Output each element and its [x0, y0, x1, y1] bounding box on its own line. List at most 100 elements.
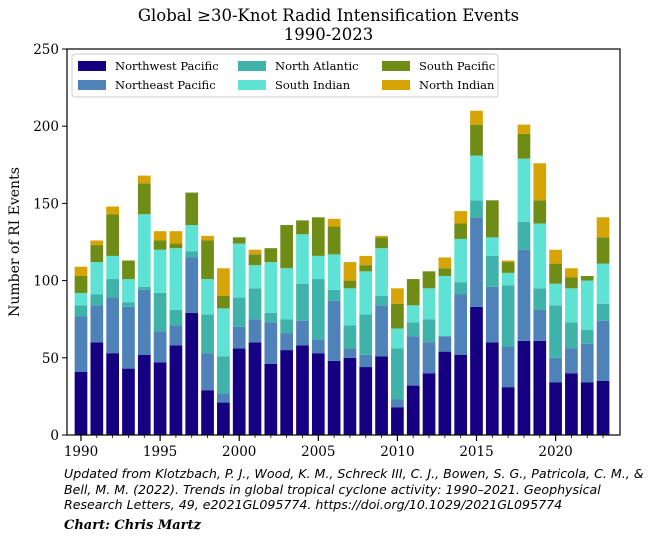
bar-segment [406, 305, 420, 323]
bar-segment [217, 393, 230, 403]
bar-segment [422, 271, 436, 289]
bar-segment [296, 283, 309, 321]
bar-segment [280, 319, 294, 334]
legend-label: North Atlantic [275, 59, 359, 73]
bar-segment [359, 367, 373, 435]
bar-segment [596, 237, 610, 264]
bar-segment [422, 288, 436, 320]
bar-segment [296, 234, 309, 284]
bar-segment [217, 308, 230, 357]
bar-segment [596, 320, 610, 381]
bar-segment [454, 211, 468, 224]
bar-segment [517, 249, 531, 341]
bar-segment [359, 354, 373, 368]
bar-segment [106, 206, 119, 215]
bar-segment [122, 279, 135, 303]
bar-segment [391, 288, 404, 304]
bar-segment [375, 296, 388, 306]
bar-segment [327, 360, 341, 435]
legend-label: Northwest Pacific [115, 59, 219, 73]
bar-segment [485, 237, 499, 256]
bar-segment [217, 402, 230, 435]
bar-segment [343, 262, 357, 281]
bar-segment [485, 342, 499, 435]
bar-segment [74, 371, 88, 435]
legend-label: South Indian [275, 78, 351, 92]
bar-segment [533, 223, 547, 289]
bar-segment [106, 297, 119, 354]
bar-segment [74, 292, 88, 306]
bar-segment [153, 331, 167, 363]
bar-segment [169, 309, 183, 326]
bar-segment [248, 254, 262, 266]
bar-segment [137, 354, 151, 435]
bar-segment [122, 368, 135, 435]
bar-segment [153, 240, 167, 250]
bar-segment [296, 345, 309, 435]
bar-segment [280, 333, 294, 351]
bar-segment [470, 110, 483, 125]
bar-segment [391, 328, 404, 349]
bar-segment [485, 286, 499, 343]
bar-segment [296, 320, 309, 346]
chart-credit: Chart: Chris Martz [64, 518, 201, 533]
bar-segment [217, 356, 230, 394]
chart-subtitle: 1990-2023 [283, 25, 374, 44]
bar-segment [248, 265, 262, 289]
bar-segment [438, 275, 452, 337]
bar-segment [501, 262, 515, 273]
bar-segment [327, 289, 341, 301]
bar-segment [153, 362, 167, 435]
bar-segment [406, 385, 420, 435]
bar-segment [232, 243, 246, 298]
bar-segment [549, 263, 562, 284]
bar-segment [375, 305, 388, 357]
bar-segment [580, 330, 594, 344]
bar-segment [311, 339, 325, 354]
y-tick-label: 150 [33, 196, 59, 212]
bar-segment [137, 286, 151, 290]
bar-segment [201, 314, 214, 354]
bar-segment [533, 340, 547, 435]
bar-segment [122, 306, 135, 369]
bar-segment [454, 354, 468, 435]
bar-segment [264, 262, 278, 314]
bar-segment [580, 382, 594, 435]
bar-segment [137, 214, 151, 287]
bar-segment [391, 348, 404, 400]
bar-segment [90, 245, 104, 263]
bar-segment [501, 272, 515, 286]
bar-segment [549, 305, 562, 358]
bar-segment [311, 353, 325, 435]
bar-segment [201, 279, 214, 315]
plot-frame [66, 48, 621, 436]
bar-segment [359, 265, 373, 272]
bar-segment [533, 200, 547, 224]
bar-segment [232, 348, 246, 435]
bar-segment [327, 226, 341, 255]
bar-segment [185, 192, 199, 226]
x-tick-label: 2000 [222, 444, 256, 460]
bar-segment [296, 220, 309, 235]
bar-segment [406, 322, 420, 337]
legend-swatch [382, 80, 410, 90]
bar-segment [438, 257, 452, 269]
bar-segment [343, 348, 357, 358]
bar-segment [169, 231, 183, 244]
bar-segment [565, 277, 578, 289]
x-tick-label: 1995 [143, 444, 177, 460]
x-tick-label: 2015 [459, 444, 493, 460]
bar-segment [185, 225, 199, 252]
bar-segment [343, 325, 357, 349]
x-tick-label: 1990 [64, 444, 98, 460]
bar-segment [501, 387, 515, 435]
bar-segment [232, 237, 246, 244]
bar-segment [565, 288, 578, 323]
bar-segment [596, 263, 610, 304]
bar-segment [137, 183, 151, 215]
bar-segment [422, 342, 436, 374]
bar-segment [248, 288, 262, 320]
bar-segment [438, 336, 452, 352]
bar-segment [185, 251, 199, 258]
